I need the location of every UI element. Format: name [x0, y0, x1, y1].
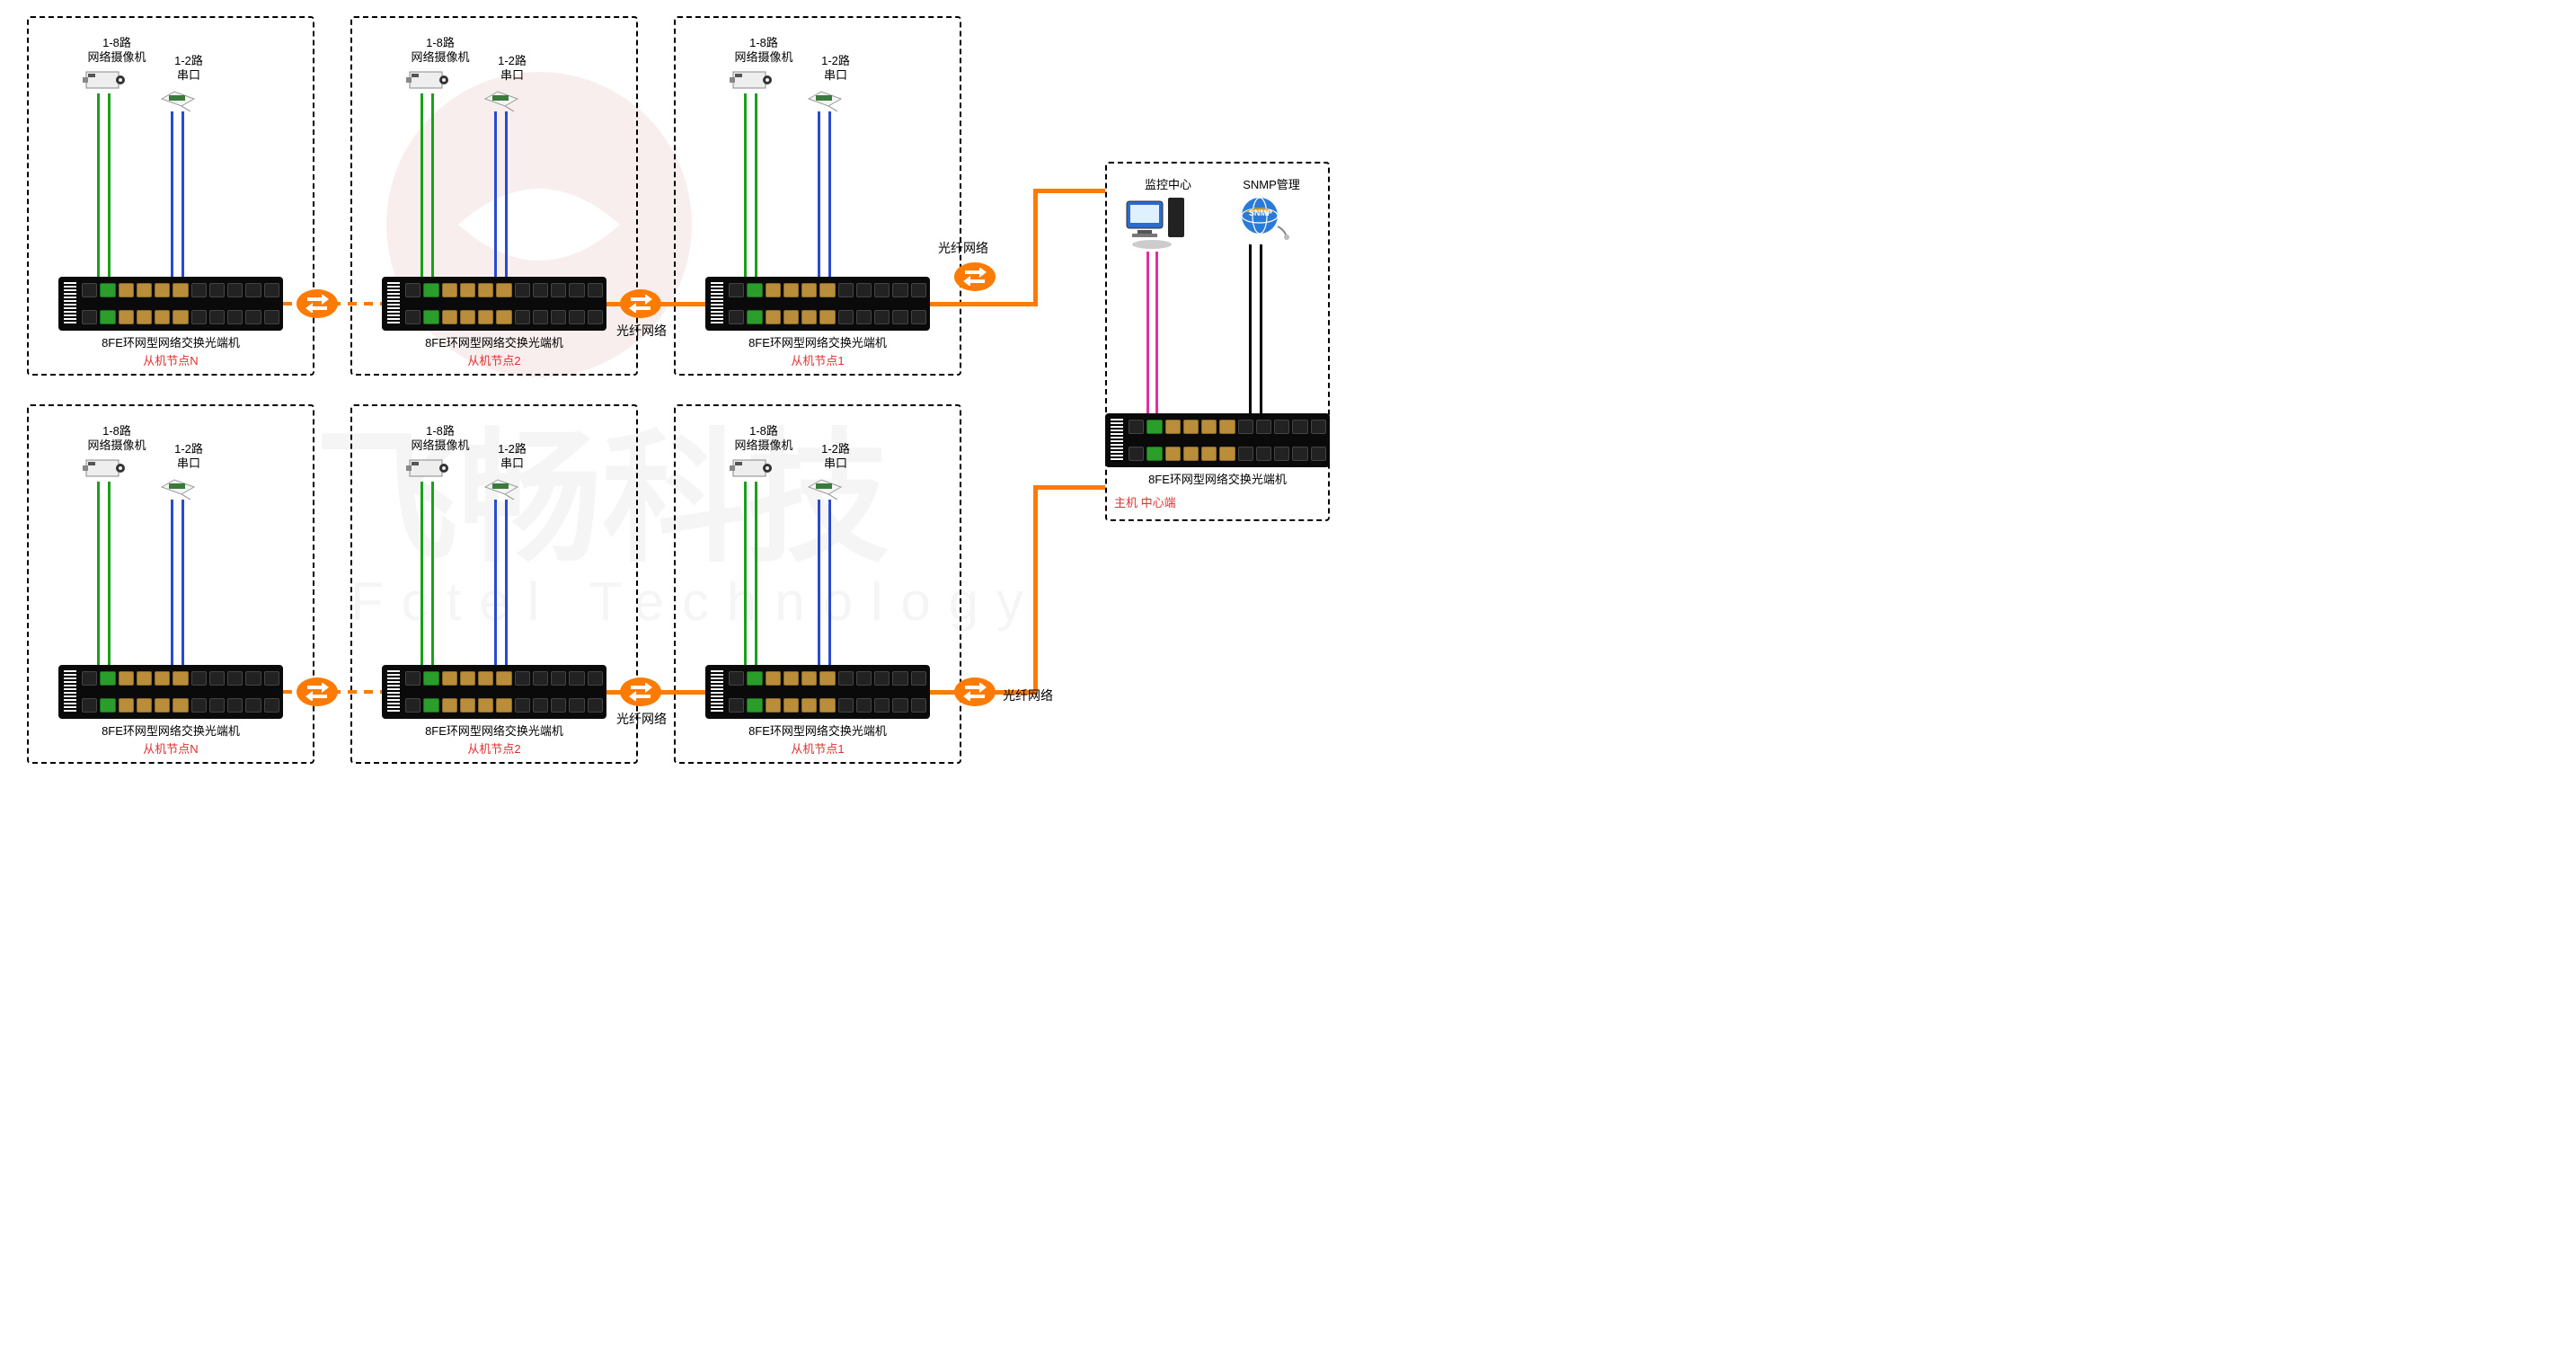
ethernet-cable	[108, 93, 111, 277]
ethernet-cable	[97, 482, 100, 665]
node-label: 从机节点1	[773, 354, 863, 368]
snmp-cable	[1249, 244, 1252, 413]
node-label: 主机 中心端	[1114, 496, 1222, 510]
ethernet-cable	[755, 482, 757, 665]
serial-cable	[171, 111, 173, 277]
switch-device	[705, 665, 930, 719]
monitor-center-label: 监控中心	[1132, 178, 1204, 192]
switch-device	[705, 277, 930, 331]
monitor-cable	[1146, 252, 1149, 413]
serial-cable	[494, 500, 497, 665]
fiber-icon	[620, 678, 661, 706]
serial-label: 1-2路串口	[485, 442, 539, 470]
serial-cable	[171, 500, 173, 665]
serial-cable	[181, 111, 184, 277]
camera-icon	[730, 456, 773, 480]
ethernet-cable	[755, 93, 757, 277]
switch-device	[1105, 413, 1330, 467]
monitor-cable	[1155, 252, 1158, 413]
serial-icon	[807, 474, 843, 500]
ethernet-cable	[97, 93, 100, 277]
camera-label: 1-8路网络摄像机	[404, 424, 476, 452]
serial-cable	[505, 111, 508, 277]
serial-label: 1-2路串口	[162, 442, 216, 470]
camera-icon	[730, 68, 773, 92]
serial-icon	[483, 474, 519, 500]
ethernet-cable	[744, 93, 747, 277]
serial-cable	[181, 500, 184, 665]
camera-icon	[406, 456, 449, 480]
ethernet-cable	[744, 482, 747, 665]
camera-label: 1-8路网络摄像机	[728, 36, 800, 64]
camera-label: 1-8路网络摄像机	[404, 36, 476, 64]
serial-cable	[828, 500, 831, 665]
camera-icon	[83, 456, 126, 480]
switch-label: 8FE环网型网络交换光端机	[728, 724, 907, 739]
fiber-link	[1033, 485, 1038, 695]
switch-label: 8FE环网型网络交换光端机	[81, 336, 261, 350]
snmp-label: SNMP管理	[1231, 178, 1312, 192]
fiber-link	[1033, 485, 1105, 490]
switch-label: 8FE环网型网络交换光端机	[1128, 473, 1307, 487]
camera-icon	[406, 68, 449, 92]
node-label: 从机节点N	[126, 354, 216, 368]
serial-icon	[483, 86, 519, 111]
ethernet-cable	[420, 482, 423, 665]
serial-cable	[505, 500, 508, 665]
ethernet-cable	[431, 93, 434, 277]
fiber-icon	[297, 289, 338, 318]
camera-icon	[83, 68, 126, 92]
fiber-link	[1033, 189, 1038, 306]
camera-label: 1-8路网络摄像机	[728, 424, 800, 452]
fiber-link	[930, 302, 1033, 306]
serial-icon	[807, 86, 843, 111]
serial-label: 1-2路串口	[485, 54, 539, 82]
ethernet-cable	[108, 482, 111, 665]
snmp-cable	[1260, 244, 1262, 413]
node-label: 从机节点2	[449, 742, 539, 757]
switch-device	[58, 277, 283, 331]
serial-cable	[494, 111, 497, 277]
fiber-icon	[620, 289, 661, 318]
camera-label: 1-8路网络摄像机	[81, 36, 153, 64]
ethernet-cable	[431, 482, 434, 665]
fiber-label: 光纤网络	[1003, 686, 1053, 704]
serial-icon	[160, 474, 196, 500]
serial-cable	[828, 111, 831, 277]
node-label: 从机节点1	[773, 742, 863, 757]
serial-cable	[818, 500, 820, 665]
serial-label: 1-2路串口	[809, 442, 863, 470]
fiber-icon	[954, 262, 996, 291]
serial-label: 1-2路串口	[162, 54, 216, 82]
fiber-label: 光纤网络	[616, 322, 667, 340]
fiber-link	[1033, 189, 1105, 193]
snmp-icon: SNMP	[1236, 196, 1290, 241]
node-label: 从机节点2	[449, 354, 539, 368]
svg-text:SNMP: SNMP	[1249, 208, 1272, 217]
serial-icon	[160, 86, 196, 111]
node-label: 从机节点N	[126, 742, 216, 757]
switch-label: 8FE环网型网络交换光端机	[81, 724, 261, 739]
switch-label: 8FE环网型网络交换光端机	[404, 724, 584, 739]
switch-label: 8FE环网型网络交换光端机	[728, 336, 907, 350]
switch-device	[382, 665, 606, 719]
switch-label: 8FE环网型网络交换光端机	[404, 336, 584, 350]
ethernet-cable	[420, 93, 423, 277]
fiber-icon	[954, 678, 996, 706]
switch-device	[382, 277, 606, 331]
serial-cable	[818, 111, 820, 277]
camera-label: 1-8路网络摄像机	[81, 424, 153, 452]
pc-icon	[1125, 196, 1188, 250]
switch-device	[58, 665, 283, 719]
serial-label: 1-2路串口	[809, 54, 863, 82]
fiber-label: 光纤网络	[938, 239, 988, 257]
fiber-label: 光纤网络	[616, 710, 667, 728]
fiber-icon	[297, 678, 338, 706]
